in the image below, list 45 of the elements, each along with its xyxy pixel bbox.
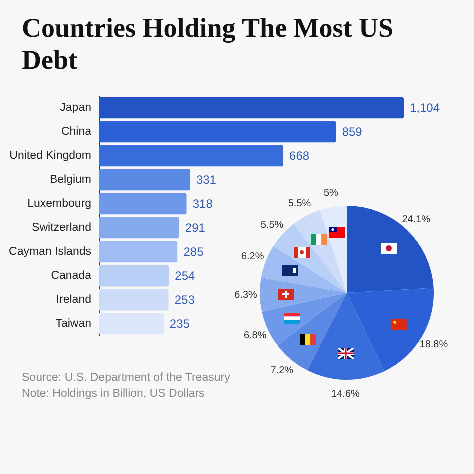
text: Note: Holdings in Billion, US Dollars (22, 387, 206, 402)
data-label: 5% (324, 188, 339, 200)
data-label: 291 (185, 221, 206, 235)
source-note: Source: U.S. Department of the Treasury (22, 371, 230, 386)
data-label: 6.2% (241, 251, 264, 262)
y-tick-label: Ireland (56, 294, 92, 306)
bar (99, 241, 178, 263)
y-tick-label: Switzerland (32, 222, 92, 234)
data-label: 331 (196, 173, 217, 187)
data-label: 668 (290, 149, 310, 163)
data-label: 18.8% (420, 339, 448, 350)
data-label: 318 (192, 197, 214, 211)
pie-slice (347, 206, 434, 293)
y-tick-label: Luxembourg (28, 198, 92, 210)
data-label: 235 (170, 317, 190, 331)
bar (99, 145, 284, 167)
y-tick-label: Canada (51, 270, 92, 282)
bar (99, 265, 170, 287)
y-tick-label: Japan (60, 102, 92, 114)
data-label: 253 (174, 293, 196, 307)
y-tick-label: Taiwan (56, 318, 92, 330)
y-tick-label: Cayman Islands (9, 246, 92, 258)
chart-title: Countries Holding The Most US Debt (22, 12, 395, 76)
pie-slice (308, 293, 385, 380)
data-label: 285 (184, 245, 204, 259)
data-label: 5.5% (288, 198, 312, 210)
bar (99, 217, 180, 239)
y-tick-label: United Kingdom (10, 150, 92, 162)
data-label: 254 (175, 269, 196, 283)
data-label: 24.1% (402, 214, 431, 226)
bar (99, 121, 336, 143)
bar (99, 193, 187, 215)
data-label: 5.5% (260, 220, 284, 232)
data-label: 6.3% (234, 290, 258, 302)
y-tick-label: Belgium (50, 174, 92, 186)
bar (99, 169, 190, 191)
bar (99, 97, 404, 119)
data-label: 7.2% (270, 365, 294, 376)
y-tick-label: China (61, 126, 92, 138)
data-label: 6.8% (244, 330, 267, 342)
bar (99, 313, 164, 335)
data-label: 14.6% (332, 388, 360, 400)
bar (99, 289, 169, 311)
data-label: 1,104 (410, 101, 440, 115)
data-label: 859 (342, 125, 363, 139)
